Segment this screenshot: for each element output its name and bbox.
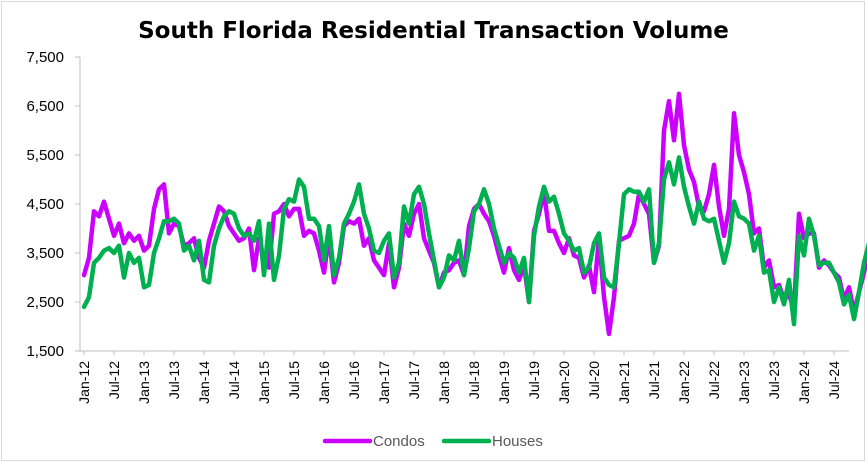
series-layer [81,91,867,337]
x-tick-label: Jan-19 [496,361,512,404]
x-tick-label: Jul-14 [226,361,242,399]
x-tick-label: Jan-13 [136,361,152,404]
series-line-condos [81,91,867,337]
x-tick-label: Jan-21 [616,361,632,404]
x-tick-label: Jan-15 [256,361,272,404]
x-tick-label: Jan-17 [376,361,392,404]
chart-title: South Florida Residential Transaction Vo… [138,18,729,44]
y-tick-label: 7,500 [26,49,64,66]
x-tick-label: Jan-23 [736,361,752,404]
x-tick-label: Jan-22 [676,361,692,404]
y-tick-label: 4,500 [26,196,64,213]
y-tick-label: 5,500 [26,147,64,164]
x-tick-label: Jul-18 [466,361,482,399]
x-tick-label: Jul-19 [526,361,542,399]
x-tick-label: Jan-24 [796,361,812,404]
x-tick-label: Jul-23 [766,361,782,399]
x-tick-label: Jul-16 [346,361,362,399]
x-tick-label: Jan-12 [76,361,92,404]
y-tick-label: 1,500 [26,343,64,360]
x-tick-label: Jan-20 [556,361,572,404]
axes: 1,500 2,500 3,500 4,500 5,500 6,500 7,500 Jan-1… [26,49,849,404]
x-tick-label: Jul-21 [646,361,662,399]
x-tick-label: Jan-18 [436,361,452,404]
x-tick-label: Jul-17 [406,361,422,399]
y-tick-label: 3,500 [26,245,64,262]
x-tick-label: Jul-12 [106,361,122,399]
legend-label-condos: Condos [373,433,425,450]
x-tick-label: Jul-24 [826,361,842,399]
y-tick-label: 2,500 [26,294,64,311]
y-tick-label: 6,500 [26,98,64,115]
x-tick-label: Jul-15 [286,361,302,399]
x-tick-label: Jan-14 [196,361,212,404]
x-tick-label: Jan-16 [316,361,332,404]
x-tick-label: Jul-22 [706,361,722,399]
legend: Condos Houses [322,433,543,450]
x-tick-label: Jul-20 [586,361,602,399]
legend-label-houses: Houses [492,433,543,450]
x-tick-label: Jul-13 [166,361,182,399]
series-line-houses [81,155,867,327]
